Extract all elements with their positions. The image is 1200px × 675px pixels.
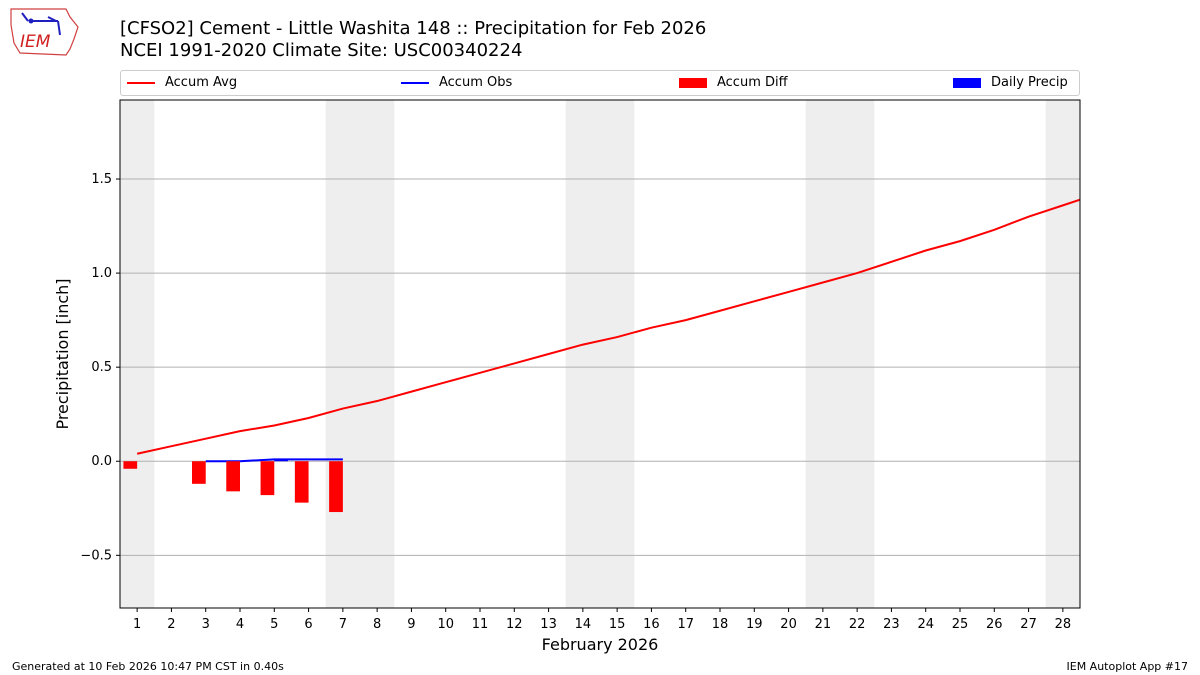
accum-diff-bar	[226, 461, 240, 492]
x-tick-label: 2	[167, 617, 175, 632]
x-tick-label: 23	[883, 617, 900, 632]
accum-obs-line	[205, 458, 343, 463]
weekend-shade	[360, 100, 395, 608]
weekend-shade	[840, 100, 875, 608]
x-tick-label: 11	[472, 617, 489, 632]
weekend-shade	[600, 100, 635, 608]
y-tick-label: −0.5	[80, 548, 112, 563]
x-tick-label: 27	[1020, 617, 1037, 632]
x-tick-label: 10	[437, 617, 454, 632]
x-tick-label: 6	[304, 617, 312, 632]
x-tick-label: 1	[133, 617, 141, 632]
plot-frame	[119, 99, 1081, 609]
x-tick-label: 14	[575, 617, 592, 632]
weekend-shade	[565, 100, 600, 608]
weekend-shade	[325, 100, 360, 608]
x-tick-label: 12	[506, 617, 523, 632]
accum-diff-bar	[260, 461, 275, 496]
legend: Accum Avg Accum Obs Accum Diff Daily Pre…	[120, 70, 1080, 96]
y-tick-label: 0.5	[91, 360, 112, 375]
x-tick-label: 4	[236, 617, 244, 632]
y-tick-label: 1.5	[91, 172, 112, 187]
x-tick-label: 28	[1055, 617, 1072, 632]
accum-diff-bar	[192, 461, 206, 484]
x-tick-label: 13	[540, 617, 557, 632]
legend-label: Accum Diff	[717, 75, 788, 90]
accum-diff-bar	[329, 461, 343, 513]
x-tick-label: 20	[780, 617, 797, 632]
x-tick-label: 22	[849, 617, 866, 632]
y-axis-label: Precipitation [inch]	[53, 278, 72, 429]
x-tick-label: 26	[986, 617, 1003, 632]
x-tick-label: 21	[815, 617, 832, 632]
legend-label: Accum Avg	[165, 75, 238, 90]
footer-app: IEM Autoplot App #17	[1066, 660, 1189, 673]
accum-diff-bar	[123, 461, 138, 469]
legend-item-accum-avg: Accum Avg	[127, 75, 237, 90]
x-tick-label: 8	[373, 617, 381, 632]
x-tick-label: 3	[202, 617, 210, 632]
logo-text: IEM	[20, 32, 51, 52]
x-tick-label: 24	[917, 617, 934, 632]
weekend-shade	[1045, 100, 1080, 608]
footer-generated: Generated at 10 Feb 2026 10:47 PM CST in…	[12, 660, 284, 673]
chart-title: [CFSO2] Cement - Little Washita 148 :: P…	[120, 18, 707, 39]
x-tick-label: 16	[643, 617, 660, 632]
legend-label: Daily Precip	[991, 75, 1068, 90]
x-tick-label: 18	[712, 617, 729, 632]
x-tick-label: 7	[339, 617, 347, 632]
x-tick-label: 15	[609, 617, 626, 632]
x-axis-label: February 2026	[542, 635, 659, 654]
y-tick-label: 0.0	[91, 454, 112, 469]
chart-subtitle: NCEI 1991-2020 Climate Site: USC00340224	[120, 40, 523, 61]
x-tick-label: 17	[677, 617, 694, 632]
y-tick-label: 1.0	[91, 266, 112, 281]
x-tick-label: 25	[952, 617, 969, 632]
legend-item-accum-diff: Accum Diff	[679, 75, 788, 90]
legend-item-accum-obs: Accum Obs	[401, 75, 512, 90]
iem-logo: IEM	[8, 5, 80, 59]
weekend-shade	[805, 100, 840, 608]
x-tick-label: 9	[407, 617, 415, 632]
daily-precip-bar	[274, 459, 288, 462]
accum-avg-line	[136, 198, 1080, 455]
weekend-shade	[120, 100, 155, 608]
x-tick-label: 19	[746, 617, 763, 632]
legend-item-daily-precip: Daily Precip	[953, 75, 1068, 90]
accum-diff-bar	[294, 461, 309, 503]
x-tick-label: 5	[270, 617, 278, 632]
plot-content	[120, 100, 1080, 608]
legend-label: Accum Obs	[439, 75, 513, 90]
